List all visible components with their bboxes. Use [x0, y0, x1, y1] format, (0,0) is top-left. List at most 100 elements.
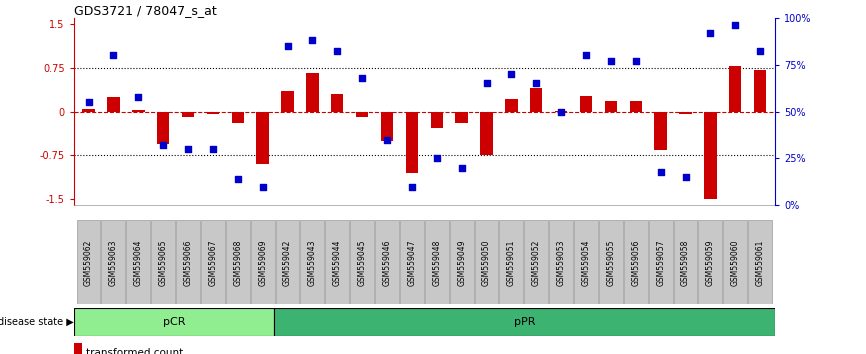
Point [455, 165, 469, 171]
Bar [281, 91, 294, 112]
Text: GSM559046: GSM559046 [383, 239, 391, 286]
Point [330, 48, 344, 54]
Bar [456, 112, 468, 123]
Bar [679, 112, 692, 114]
Text: GSM559058: GSM559058 [681, 239, 690, 286]
Point [579, 52, 593, 58]
FancyBboxPatch shape [674, 220, 697, 304]
Text: GSM559049: GSM559049 [457, 239, 466, 286]
Text: GDS3721 / 78047_s_at: GDS3721 / 78047_s_at [74, 4, 216, 17]
Text: GSM559066: GSM559066 [184, 239, 192, 286]
Text: GSM559060: GSM559060 [731, 239, 740, 286]
Bar [182, 112, 194, 118]
Text: GSM559055: GSM559055 [606, 239, 616, 286]
Bar [132, 110, 145, 112]
Bar [274, 308, 775, 336]
Bar [107, 97, 120, 112]
FancyBboxPatch shape [326, 220, 349, 304]
Bar [430, 112, 443, 128]
Point [132, 94, 145, 99]
Bar [74, 308, 274, 336]
FancyBboxPatch shape [649, 220, 673, 304]
Text: GSM559057: GSM559057 [656, 239, 665, 286]
Point [505, 71, 519, 77]
Bar [655, 112, 667, 150]
Text: disease state ▶: disease state ▶ [0, 317, 74, 327]
Text: GSM559061: GSM559061 [756, 239, 765, 286]
Text: GSM559062: GSM559062 [84, 239, 93, 286]
Point [703, 30, 717, 35]
Bar [505, 99, 518, 112]
Bar [754, 70, 766, 112]
Bar [307, 73, 319, 112]
Text: GSM559064: GSM559064 [133, 239, 143, 286]
FancyBboxPatch shape [425, 220, 449, 304]
Text: GSM559067: GSM559067 [209, 239, 217, 286]
Bar [481, 112, 493, 155]
Point [529, 80, 543, 86]
Bar [630, 101, 642, 112]
Bar [256, 112, 268, 164]
Bar [530, 88, 542, 112]
Point [604, 58, 617, 64]
FancyBboxPatch shape [176, 220, 200, 304]
Point [654, 169, 668, 175]
Text: GSM559042: GSM559042 [283, 239, 292, 286]
Text: GSM559053: GSM559053 [557, 239, 565, 286]
Text: GSM559043: GSM559043 [308, 239, 317, 286]
Text: GSM559045: GSM559045 [358, 239, 366, 286]
Point [405, 184, 419, 189]
FancyBboxPatch shape [748, 220, 772, 304]
Bar [356, 112, 368, 118]
FancyBboxPatch shape [152, 220, 175, 304]
FancyBboxPatch shape [301, 220, 325, 304]
Bar [604, 101, 617, 112]
Text: GSM559063: GSM559063 [109, 239, 118, 286]
FancyBboxPatch shape [226, 220, 249, 304]
Bar [82, 109, 94, 112]
Point [281, 43, 294, 48]
Text: GSM559051: GSM559051 [507, 239, 516, 286]
FancyBboxPatch shape [350, 220, 374, 304]
FancyBboxPatch shape [475, 220, 499, 304]
Point [480, 80, 494, 86]
FancyBboxPatch shape [549, 220, 573, 304]
Bar [405, 112, 418, 173]
Bar [704, 112, 717, 199]
Point [231, 176, 245, 182]
FancyBboxPatch shape [201, 220, 225, 304]
Bar [157, 112, 170, 144]
Text: GSM559065: GSM559065 [158, 239, 168, 286]
FancyBboxPatch shape [126, 220, 150, 304]
FancyBboxPatch shape [400, 220, 423, 304]
Point [107, 52, 120, 58]
Text: GSM559056: GSM559056 [631, 239, 640, 286]
Text: GSM559044: GSM559044 [333, 239, 342, 286]
Point [753, 48, 767, 54]
FancyBboxPatch shape [101, 220, 126, 304]
Bar [555, 111, 567, 112]
FancyBboxPatch shape [574, 220, 598, 304]
FancyBboxPatch shape [251, 220, 275, 304]
FancyBboxPatch shape [699, 220, 722, 304]
Point [629, 58, 643, 64]
Point [554, 109, 568, 114]
Bar [580, 96, 592, 112]
Text: GSM559054: GSM559054 [582, 239, 591, 286]
FancyBboxPatch shape [599, 220, 623, 304]
Bar [207, 112, 219, 114]
Text: pPR: pPR [514, 317, 535, 327]
FancyBboxPatch shape [524, 220, 548, 304]
Point [728, 22, 742, 28]
Point [679, 175, 693, 180]
Point [156, 142, 170, 148]
FancyBboxPatch shape [275, 220, 300, 304]
Point [430, 156, 443, 161]
FancyBboxPatch shape [624, 220, 648, 304]
Text: GSM559048: GSM559048 [432, 239, 442, 286]
Text: GSM559059: GSM559059 [706, 239, 715, 286]
Point [81, 99, 95, 105]
Bar [231, 112, 244, 123]
Bar [74, 343, 82, 354]
Bar [729, 66, 741, 112]
